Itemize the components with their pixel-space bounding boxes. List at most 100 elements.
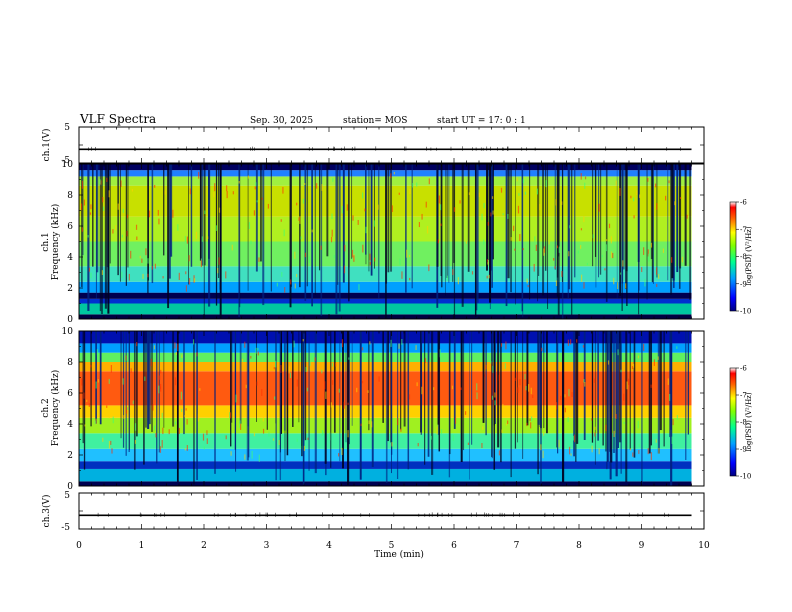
sferic-stripe [494, 331, 496, 425]
sferic-stripe [610, 331, 613, 463]
psd-speck [535, 244, 537, 251]
psd-speck [181, 354, 183, 358]
psd-speck [654, 183, 657, 188]
psd-speck [605, 244, 608, 252]
psd-speck [346, 204, 348, 211]
psd-speck [406, 249, 408, 258]
psd-speck [451, 385, 454, 390]
psd-speck [440, 223, 442, 227]
sferic-stripe [648, 331, 651, 454]
sferic-stripe [436, 164, 439, 267]
psd-speck [238, 180, 240, 184]
psd-speck [498, 450, 500, 456]
psd-speck [658, 447, 660, 454]
psd-speck [586, 262, 588, 266]
psd-speck [571, 392, 573, 398]
psd-speck [324, 381, 326, 390]
psd-speck [593, 378, 596, 383]
psd-speck [185, 408, 187, 411]
psd-speck [314, 357, 316, 362]
sferic-stripe [615, 331, 618, 477]
psd-speck [111, 448, 113, 454]
ch1-voltage-frame [78, 126, 705, 164]
psd-speck [416, 182, 418, 187]
psd-speck [636, 190, 638, 195]
psd-speck [425, 201, 427, 208]
ch1-spectrogram-stripes [80, 164, 704, 319]
psd-speck [598, 203, 600, 212]
psd-speck [568, 251, 570, 257]
psd-speck [226, 190, 228, 199]
psd-speck [145, 248, 147, 256]
psd-speck [554, 266, 556, 269]
sferic-stripe [619, 164, 621, 296]
psd-speck [106, 177, 108, 182]
ch1-voltage-panel: 5 -5 ch.1(V) [41, 123, 705, 166]
y-tick-label: 6 [67, 222, 73, 232]
psd-speck [142, 273, 144, 279]
sferic-stripe [500, 331, 502, 463]
psd-speck [428, 264, 430, 272]
psd-speck [304, 252, 307, 258]
ch3-voltage-ticks [78, 493, 705, 529]
psd-speck [522, 178, 525, 184]
sferic-stripe [133, 331, 136, 470]
psd-speck [504, 363, 506, 369]
sferic-stripe [239, 164, 241, 308]
y-tick-label: 2 [67, 451, 73, 461]
psd-speck [505, 423, 508, 426]
psd-speck [347, 402, 349, 405]
sferic-stripe [619, 331, 622, 443]
psd-speck [112, 416, 114, 424]
sferic-stripe [338, 164, 341, 312]
psd-speck [591, 418, 593, 421]
psd-speck [135, 224, 138, 230]
psd-speck [409, 277, 411, 281]
start-time-label: start UT = 17: 0 : 1 [437, 116, 526, 126]
sferic-stripe [497, 331, 500, 448]
psd-speck [369, 261, 371, 266]
sferic-stripe [515, 164, 516, 305]
sferic-stripe [438, 331, 441, 452]
ch2-spectrogram-yticklabels: 0 2 4 6 8 10 [62, 327, 704, 492]
psd-speck [594, 432, 596, 437]
psd-speck [358, 284, 360, 291]
sferic-stripe [147, 164, 149, 281]
psd-speck [637, 355, 640, 359]
sferic-stripe [411, 164, 413, 289]
psd-speck [481, 442, 483, 449]
psd-speck [580, 245, 582, 249]
psd-speck [608, 223, 611, 229]
psd-speck [189, 188, 191, 195]
psd-speck [421, 213, 423, 220]
psd-speck [580, 410, 582, 417]
psd-speck [555, 280, 558, 287]
psd-speck [502, 213, 504, 216]
sferic-stripe [474, 164, 477, 317]
psd-speck [657, 356, 659, 360]
psd-speck [125, 407, 128, 414]
psd-speck [282, 186, 284, 194]
psd-speck [545, 180, 547, 188]
psd-speck [331, 213, 333, 220]
psd-speck [625, 283, 627, 289]
psd-speck [501, 429, 503, 433]
sferic-stripe [568, 164, 571, 290]
psd-speck [398, 192, 400, 195]
sferic-stripe [510, 164, 512, 293]
sferic-stripe [437, 331, 439, 425]
psd-speck [488, 274, 490, 279]
sferic-stripe [507, 164, 510, 279]
psd-speck [153, 345, 156, 350]
sferic-stripe [597, 331, 600, 441]
psd-speck [484, 374, 486, 377]
sferic-stripe [449, 331, 451, 455]
psd-speck [530, 416, 533, 422]
psd-speck [564, 394, 566, 398]
psd-speck [258, 257, 260, 262]
psd-speck [415, 345, 417, 351]
ch2-colorbar-ticks: -6 -7 -8 -9 -10 [736, 365, 751, 481]
sferic-stripe [170, 164, 173, 257]
ch2-spectrogram-ylabel1: ch.2 [41, 398, 51, 417]
psd-speck [592, 234, 594, 239]
